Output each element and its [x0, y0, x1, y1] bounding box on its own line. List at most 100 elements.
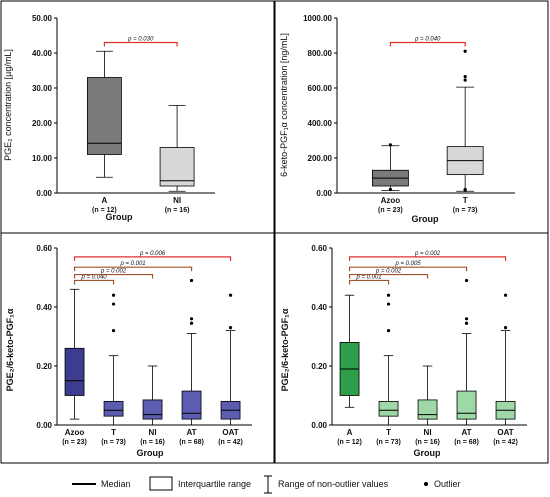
outlier-point: [228, 326, 233, 330]
box-T: [446, 49, 484, 192]
bracket-line: [73, 266, 193, 272]
y-tick-label: 0.00: [36, 421, 52, 430]
bracket-line: [73, 273, 154, 279]
panel-a-xlabel: Group: [106, 212, 133, 222]
box-A: [339, 294, 360, 408]
y-tick-label: 50.00: [32, 14, 53, 23]
comparison-bracket: p = 0.030: [103, 37, 178, 47]
y-tick-label: 0.40: [311, 303, 327, 312]
outlier-point: [228, 293, 233, 297]
panel-a-ylabel: PGE₂ concentration [µg/mL]: [3, 49, 13, 161]
comparison-bracket: p = 0.002: [348, 251, 507, 261]
bracket-line: [348, 279, 390, 285]
iqr-box: [103, 400, 124, 417]
box-T: [103, 293, 124, 426]
outlier-point: [503, 326, 508, 330]
x-tick-label: NI: [149, 428, 157, 437]
x-tick-n-label: (n = 73): [101, 439, 126, 446]
comparison-bracket: p = 0.001: [348, 274, 390, 285]
x-tick-label: NI: [424, 428, 432, 437]
outlier-point: [111, 302, 116, 306]
y-tick-label: 0.20: [311, 362, 327, 371]
iqr-box: [87, 77, 122, 155]
panel-d-ylabel: PGE₂/6-keto-PGF₁α: [280, 308, 290, 391]
outlier-point: [111, 329, 116, 333]
panel-frame-d: [274, 232, 549, 464]
y-tick-label: 800.00: [308, 49, 333, 58]
y-tick-label: 20.00: [32, 119, 53, 128]
outlier-point: [386, 293, 391, 297]
x-tick-n-label: (n = 16): [415, 439, 440, 446]
y-tick-label: 1000.00: [303, 14, 332, 23]
x-tick-label: OAT: [222, 428, 238, 437]
x-tick-n-label: (n = 42): [493, 439, 518, 446]
outlier-point: [388, 187, 392, 192]
panel-frame-c: [0, 232, 275, 464]
x-tick-n-label: (n = 68): [179, 439, 204, 446]
bracket-line: [73, 256, 232, 261]
legend-outlier-label: Outlier: [434, 479, 461, 489]
y-tick-label: 0.00: [36, 189, 52, 198]
iqr-box: [64, 347, 85, 396]
y-tick-label: 0.20: [36, 362, 52, 371]
comparison-bracket: p = 0.002: [348, 269, 429, 279]
box-NI: [417, 365, 438, 426]
p-value-label: p = 0.001: [355, 274, 381, 280]
box-AT: [456, 278, 477, 426]
x-tick-label: Azoo: [381, 196, 401, 205]
outlier-point: [463, 187, 467, 192]
outlier-point: [503, 293, 508, 297]
chart-panel-3: 0.00 0.20 0.40 0.60 A (n = 12) T (n = 73) NI (n =…: [311, 244, 527, 446]
x-tick-n-label: (n = 73): [453, 207, 478, 214]
outlier-point: [388, 143, 392, 147]
y-tick-label: 0.00: [316, 189, 332, 198]
outlier-point: [464, 317, 469, 321]
y-tick-label: 600.00: [308, 84, 333, 93]
x-tick-n-label: (n = 23): [378, 207, 403, 214]
box-NI: [142, 365, 163, 426]
comparison-bracket: p = 0.040: [73, 274, 115, 285]
outlier-point: [464, 321, 469, 325]
p-value-label: p = 0.040: [414, 37, 441, 43]
p-value-label: p = 0.002: [375, 269, 402, 275]
legend-iqr-swatch: [149, 476, 173, 491]
x-tick-label: AT: [462, 428, 472, 437]
y-tick-label: 0.60: [36, 244, 52, 253]
outlier-point: [463, 75, 467, 79]
bracket-line: [348, 256, 507, 261]
iqr-box: [142, 399, 163, 420]
legend-iqr-label: Interquartile range: [178, 479, 251, 489]
bracket-line: [348, 266, 468, 272]
box-Azoo: [371, 143, 409, 192]
x-tick-n-label: (n = 16): [140, 439, 165, 446]
p-value-label: p = 0.001: [119, 261, 145, 267]
legend: Median Interquartile range Range of non-…: [72, 475, 461, 494]
x-tick-label: T: [463, 196, 468, 205]
x-tick-label: T: [111, 428, 116, 437]
charts-layer: 0.00 10.00 20.00 30.00 40.00 50.00 A (n = 12) NI…: [32, 14, 527, 446]
chart-panel-2: 0.00 0.20 0.40 0.60 Azoo (n = 23) T (n = 73) NI (…: [36, 244, 252, 446]
p-value-label: p = 0.030: [127, 37, 154, 43]
y-tick-label: 0.40: [36, 303, 52, 312]
outlier-point: [111, 293, 116, 297]
x-tick-label: OAT: [497, 428, 513, 437]
p-value-label: p = 0.005: [394, 261, 421, 267]
x-tick-label: Azoo: [65, 428, 85, 437]
outlier-point: [189, 278, 194, 283]
outlier-point: [386, 302, 391, 306]
outlier-point: [463, 49, 467, 53]
bracket-line: [348, 273, 429, 279]
bracket-line: [103, 41, 178, 47]
y-tick-label: 10.00: [32, 154, 53, 163]
p-value-label: p = 0.002: [414, 251, 441, 257]
panel-c-xlabel: Group: [137, 448, 164, 458]
x-tick-n-label: (n = 42): [218, 439, 243, 446]
y-tick-label: 40.00: [32, 49, 53, 58]
panel-b-ylabel: 6-keto-PGF₁α concentration [ng/mL]: [279, 33, 289, 177]
x-tick-label: NI: [173, 196, 181, 205]
p-value-label: p = 0.006: [139, 251, 166, 257]
outlier-point: [386, 329, 391, 333]
bracket-line: [389, 41, 466, 47]
comparison-bracket: p = 0.006: [73, 251, 232, 261]
